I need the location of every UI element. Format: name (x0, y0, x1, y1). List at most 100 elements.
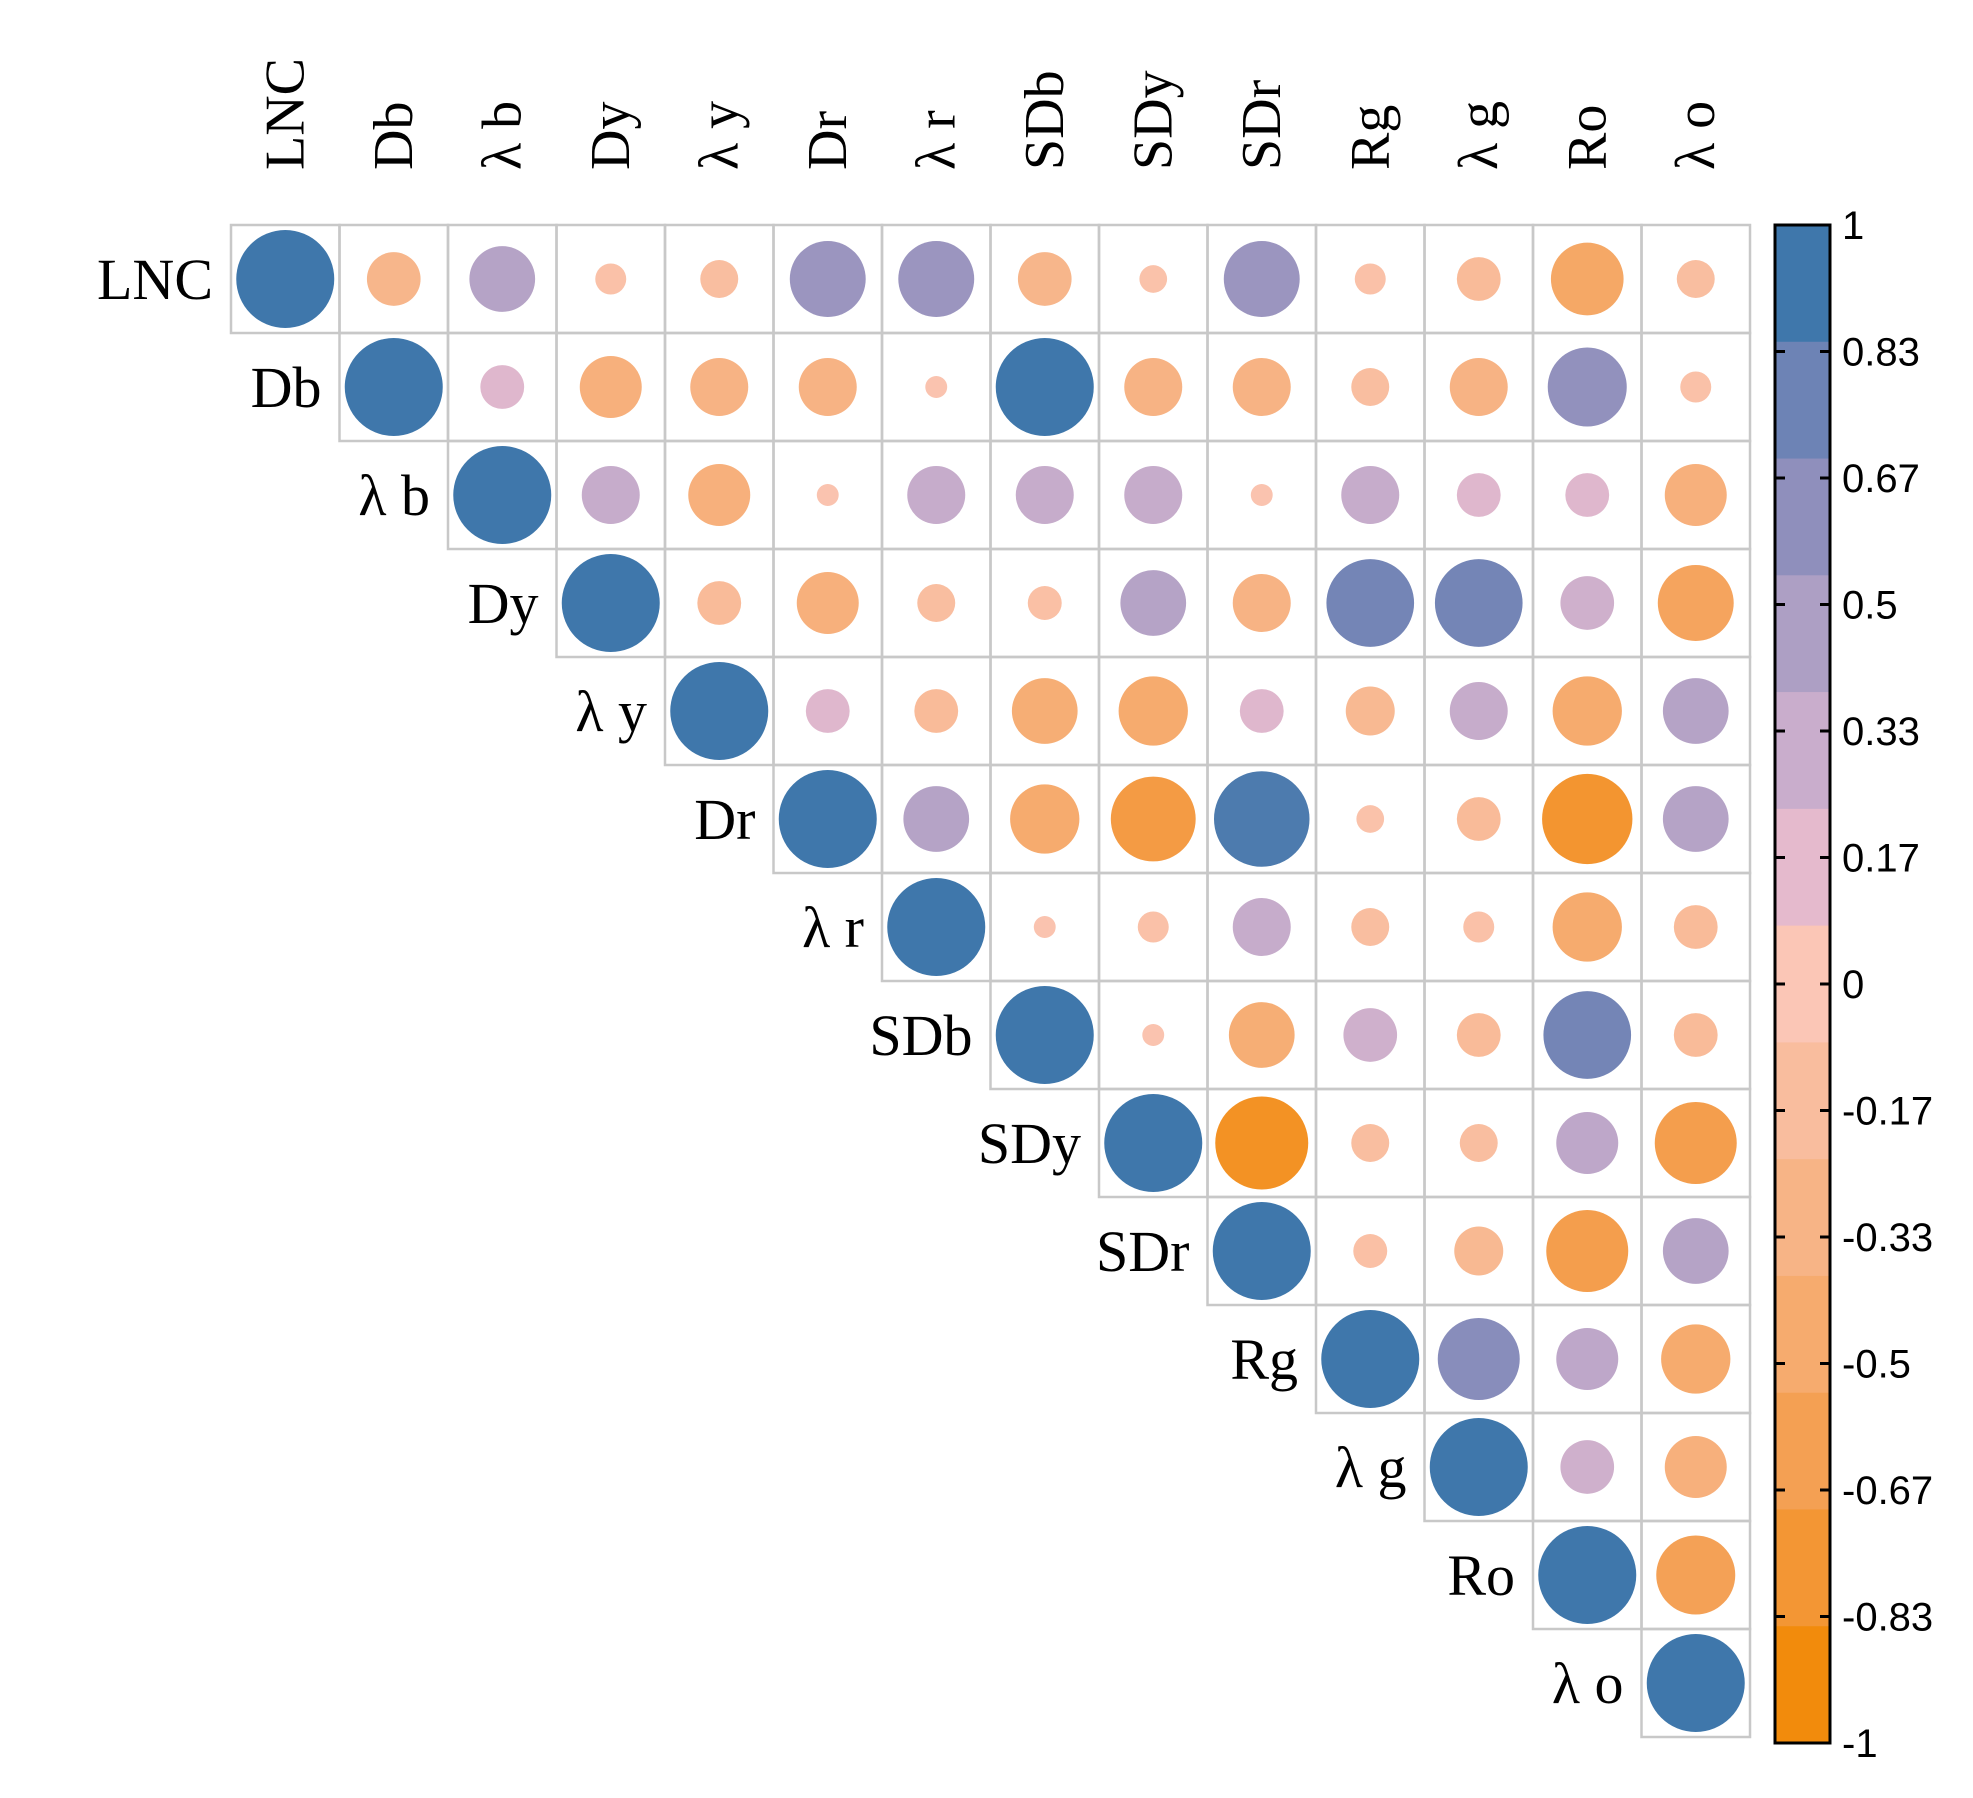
corr-circle-9-10 (1215, 1096, 1309, 1190)
corr-circle-3-12 (1456, 473, 1501, 517)
row-label: SDr (1096, 1219, 1189, 1284)
row-label: SDb (869, 1003, 972, 1068)
matrix-grid (229, 223, 1752, 1739)
corr-circle-4-13 (1560, 576, 1615, 630)
corr-circle-3-13 (1565, 473, 1610, 517)
legend-tick-label: 0 (1842, 963, 1864, 1007)
corr-circle-7-11 (1351, 908, 1390, 946)
corr-circle-6-7 (903, 786, 970, 852)
legend-swatch (1775, 458, 1830, 576)
corr-circle-1-14 (1676, 260, 1715, 298)
row-label: Ro (1447, 1543, 1515, 1608)
corr-circle-13-14 (1656, 1535, 1736, 1615)
corr-circle-3-4 (581, 466, 640, 524)
corr-circle-8-10 (1228, 1002, 1295, 1068)
corr-circle-2-10 (1232, 358, 1291, 416)
legend-swatch (1775, 1275, 1830, 1394)
legend-swatch (1775, 1159, 1830, 1277)
corr-circle-8-14 (1673, 1013, 1718, 1057)
row-label: Rg (1230, 1327, 1298, 1392)
corr-circle-6-13 (1542, 773, 1633, 865)
corr-circle-12-12 (1429, 1418, 1528, 1516)
corr-circle-3-7 (907, 466, 966, 524)
corr-circle-6-12 (1456, 797, 1501, 841)
corr-circle-1-10 (1223, 241, 1300, 317)
corr-circle-3-5 (688, 464, 751, 526)
corr-circle-4-7 (917, 584, 956, 622)
legend-tick-label: -1 (1842, 1722, 1878, 1766)
corr-circle-11-11 (1321, 1310, 1420, 1408)
col-label: Rg (1339, 105, 1401, 170)
col-label: λ g (1448, 101, 1510, 170)
legend-tick-label: -0.83 (1842, 1596, 1933, 1640)
corr-circle-2-7 (925, 376, 948, 398)
matrix-cell (1640, 1627, 1752, 1739)
legend-tick-label: 0.33 (1842, 710, 1920, 754)
row-label: λ g (1335, 1435, 1407, 1500)
corr-circle-5-13 (1552, 676, 1622, 746)
row-label: Db (251, 355, 322, 420)
corr-circle-1-5 (700, 260, 739, 298)
col-label: SDy (1122, 70, 1184, 170)
corr-circle-3-10 (1250, 484, 1273, 506)
corr-circle-2-3 (480, 365, 525, 409)
corr-circle-4-8 (1027, 586, 1062, 620)
legend-tick-label: 0.17 (1842, 837, 1920, 881)
corr-circle-1-13 (1550, 242, 1624, 316)
corr-circle-2-12 (1449, 358, 1508, 416)
legend-swatch (1775, 808, 1830, 927)
legend-tick-label: 0.5 (1842, 584, 1898, 628)
corr-circle-3-14 (1664, 464, 1727, 526)
col-label: Dr (797, 111, 859, 170)
legend-swatch (1775, 1392, 1830, 1510)
corr-circle-7-10 (1232, 898, 1291, 956)
corr-circle-12-14 (1664, 1436, 1727, 1498)
row-label: λ r (802, 895, 864, 960)
corr-circle-14-14 (1646, 1634, 1745, 1732)
col-label: Db (363, 102, 425, 170)
corr-circle-8-13 (1543, 991, 1632, 1079)
corr-circle-9-9 (1104, 1094, 1203, 1192)
legend-tick-label: -0.5 (1842, 1343, 1911, 1387)
corr-circle-2-13 (1547, 347, 1627, 427)
corr-circle-1-1 (236, 230, 335, 328)
corr-circle-2-8 (995, 338, 1094, 436)
corr-circle-2-6 (798, 358, 857, 416)
corr-circle-7-13 (1552, 892, 1622, 962)
legend-tick-label: 0.83 (1842, 331, 1920, 375)
col-label: Ro (1556, 105, 1618, 170)
corr-circle-6-9 (1110, 776, 1196, 862)
corr-circle-6-11 (1356, 805, 1385, 833)
col-label: λ o (1665, 101, 1727, 170)
legend-tick-label: -0.33 (1842, 1216, 1933, 1260)
col-label: λ y (688, 101, 750, 170)
corr-circle-2-14 (1680, 371, 1712, 403)
corr-circle-7-9 (1137, 911, 1169, 943)
corr-circle-3-11 (1341, 466, 1400, 524)
legend-swatch (1775, 1509, 1830, 1627)
corr-circle-4-14 (1657, 565, 1734, 641)
corr-circle-4-11 (1326, 559, 1415, 647)
corr-circle-4-12 (1434, 559, 1523, 647)
corr-circle-1-9 (1139, 265, 1168, 293)
corr-circle-7-12 (1463, 911, 1495, 943)
corr-circle-10-10 (1212, 1202, 1311, 1300)
corr-circle-5-6 (805, 689, 850, 733)
corr-circle-10-14 (1662, 1218, 1729, 1284)
row-label: λ o (1552, 1651, 1624, 1716)
corr-circle-7-14 (1673, 905, 1718, 949)
corr-circle-6-6 (778, 770, 877, 868)
correlation-circles (236, 230, 1745, 1732)
legend-swatch (1775, 225, 1830, 343)
corr-circle-5-10 (1239, 689, 1284, 733)
corr-circle-8-11 (1343, 1008, 1398, 1062)
legend-tick-label: 1 (1842, 204, 1864, 248)
row-label: Dr (694, 787, 755, 852)
corr-circle-5-7 (914, 689, 959, 733)
corr-circle-10-11 (1353, 1234, 1388, 1268)
corr-circle-6-14 (1662, 786, 1729, 852)
corr-circle-2-11 (1351, 368, 1390, 406)
corr-circle-1-7 (898, 241, 975, 317)
corr-circle-6-8 (1010, 784, 1080, 854)
